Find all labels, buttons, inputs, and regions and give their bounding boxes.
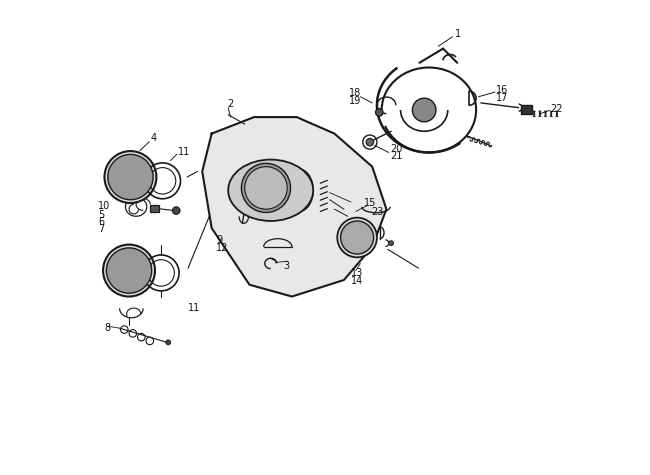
Circle shape bbox=[389, 241, 393, 246]
Ellipse shape bbox=[228, 160, 313, 221]
Text: 11: 11 bbox=[188, 304, 200, 314]
Text: 23: 23 bbox=[371, 207, 384, 217]
Circle shape bbox=[172, 207, 180, 214]
Text: 4: 4 bbox=[150, 133, 157, 143]
Text: 19: 19 bbox=[348, 96, 361, 106]
Circle shape bbox=[166, 340, 170, 345]
Text: 22: 22 bbox=[551, 104, 563, 114]
Circle shape bbox=[366, 138, 374, 146]
Circle shape bbox=[244, 167, 287, 209]
Text: 6: 6 bbox=[98, 217, 105, 227]
Text: 9: 9 bbox=[216, 235, 222, 245]
Text: 5: 5 bbox=[98, 210, 105, 220]
FancyBboxPatch shape bbox=[150, 205, 159, 212]
Text: 10: 10 bbox=[98, 201, 110, 211]
Text: 17: 17 bbox=[496, 93, 508, 103]
Text: 12: 12 bbox=[216, 243, 229, 253]
Circle shape bbox=[241, 163, 291, 212]
Circle shape bbox=[337, 218, 377, 257]
Text: 2: 2 bbox=[227, 99, 233, 109]
Circle shape bbox=[107, 248, 151, 293]
FancyBboxPatch shape bbox=[521, 105, 532, 114]
Circle shape bbox=[105, 151, 157, 203]
Text: 16: 16 bbox=[496, 85, 508, 95]
Text: 18: 18 bbox=[348, 88, 361, 98]
Text: 21: 21 bbox=[390, 151, 402, 162]
Circle shape bbox=[341, 221, 374, 254]
Circle shape bbox=[103, 245, 155, 296]
Circle shape bbox=[376, 109, 383, 116]
Text: 20: 20 bbox=[390, 144, 402, 154]
Text: 11: 11 bbox=[177, 148, 190, 158]
Text: 7: 7 bbox=[98, 224, 105, 234]
Text: 13: 13 bbox=[351, 268, 363, 278]
Text: 3: 3 bbox=[283, 261, 289, 271]
Text: 8: 8 bbox=[104, 323, 110, 333]
Circle shape bbox=[412, 98, 436, 122]
Circle shape bbox=[108, 154, 153, 200]
Polygon shape bbox=[202, 117, 386, 296]
Text: 14: 14 bbox=[351, 276, 363, 286]
Text: 15: 15 bbox=[364, 199, 376, 209]
Text: 1: 1 bbox=[455, 29, 461, 39]
